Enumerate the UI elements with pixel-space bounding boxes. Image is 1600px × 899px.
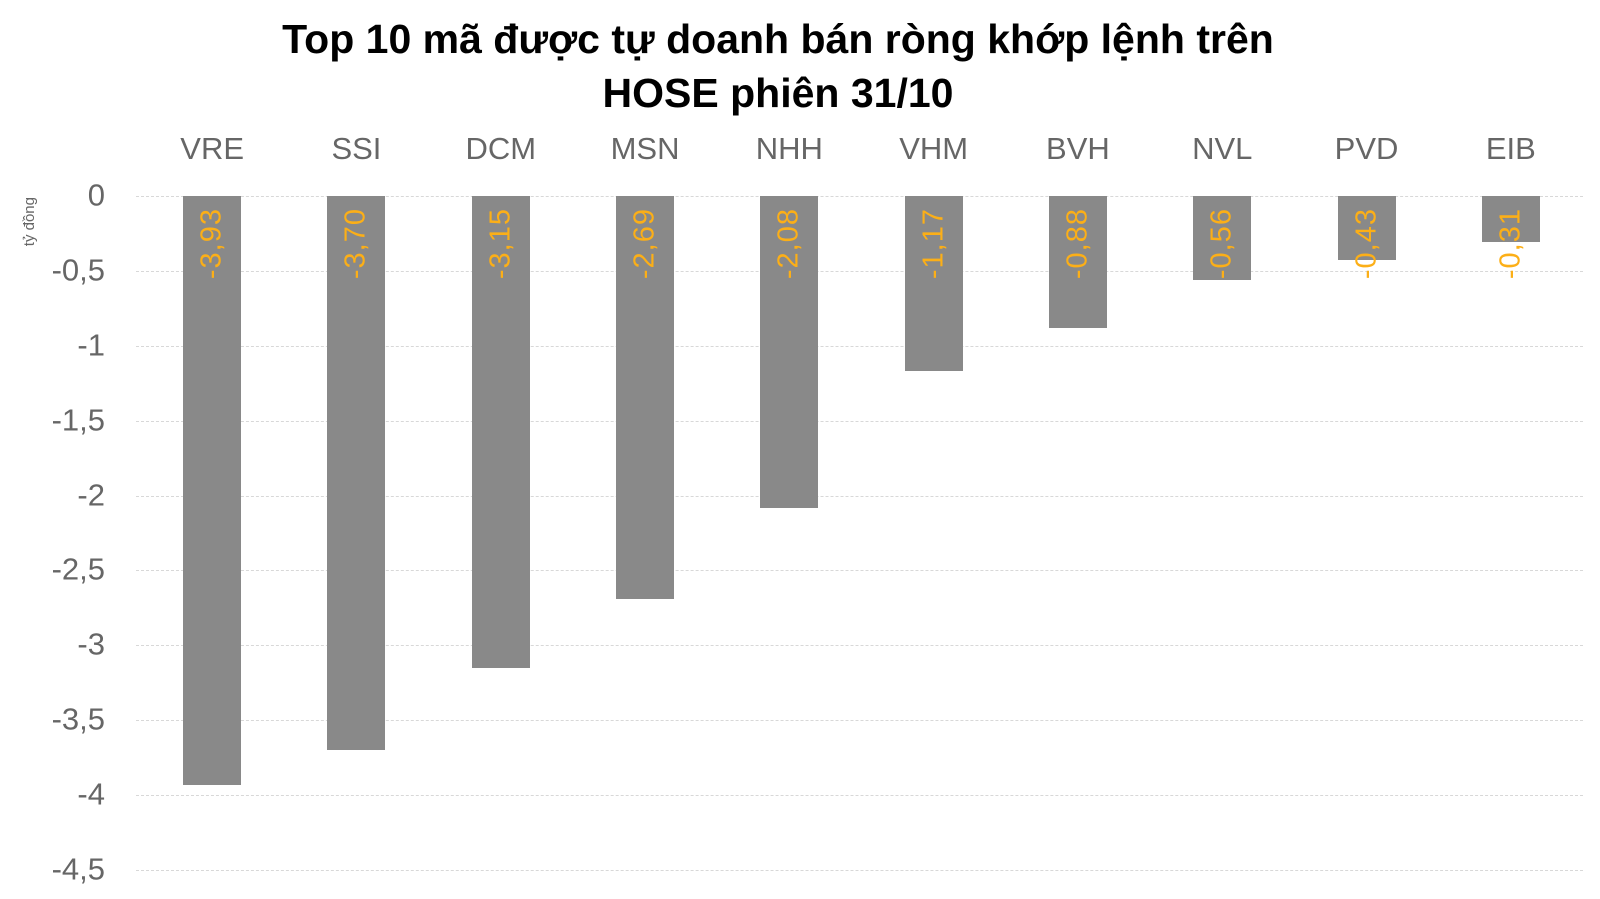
y-tick-label: -1,5 bbox=[51, 401, 105, 437]
gridline bbox=[136, 645, 1583, 647]
bar-ssi: -3,70 bbox=[327, 196, 386, 751]
gridline bbox=[136, 720, 1583, 722]
bar-value-label: -2,69 bbox=[628, 208, 661, 280]
plot-area: -3,93 -3,70 -3,15 -2,69 -2,08 -1,17 -0,88 -0,56… bbox=[136, 196, 1583, 871]
bar-value-label: -0,88 bbox=[1061, 208, 1094, 280]
bar-vhm: -1,17 bbox=[904, 196, 963, 372]
category-label-ssi: SSI bbox=[331, 131, 382, 166]
chart-title-line1: Top 10 mã được tự doanh bán ròng khớp lệ… bbox=[282, 16, 1274, 62]
category-label-bvh: BVH bbox=[1046, 131, 1110, 166]
category-label-vhm: VHM bbox=[899, 131, 969, 166]
bar-dcm: -3,15 bbox=[471, 196, 530, 668]
y-tick-label: -1 bbox=[77, 327, 105, 363]
gridline bbox=[136, 795, 1583, 797]
y-tick-label: 0 bbox=[87, 177, 105, 213]
bar-value-label: -0,31 bbox=[1494, 208, 1527, 280]
category-label-msn: MSN bbox=[610, 131, 680, 166]
bar-msn: -2,69 bbox=[616, 196, 675, 599]
bar-value-label: -0,56 bbox=[1205, 208, 1238, 280]
y-tick-label: -3,5 bbox=[51, 701, 105, 737]
bar-value-label: -3,70 bbox=[339, 208, 372, 280]
bar-bvh: -0,88 bbox=[1048, 196, 1107, 328]
y-tick-label: -0,5 bbox=[51, 252, 105, 288]
category-label-nhh: NHH bbox=[755, 131, 823, 166]
gridline bbox=[136, 270, 1583, 272]
category-label-eib: EIB bbox=[1485, 131, 1536, 166]
y-tick-label: -4 bbox=[77, 776, 105, 812]
bar-nvl: -0,56 bbox=[1193, 196, 1252, 280]
y-tick-label: -4,5 bbox=[51, 851, 105, 887]
chart-title-line2: HOSE phiên 31/10 bbox=[602, 70, 954, 117]
bar-pvd: -0,43 bbox=[1337, 196, 1396, 279]
chart-title: Top 10 mã được tự doanh bán ròng khớp lệ… bbox=[0, 12, 1556, 120]
y-tick-label: -3 bbox=[77, 626, 105, 662]
bar-eib: -0,31 bbox=[1481, 196, 1540, 279]
category-label-dcm: DCM bbox=[465, 131, 537, 166]
gridline bbox=[136, 570, 1583, 572]
gridline bbox=[136, 196, 1583, 197]
bar-value-label: -0,43 bbox=[1350, 208, 1383, 280]
category-label-nvl: NVL bbox=[1192, 131, 1253, 166]
bar-value-label: -3,15 bbox=[484, 208, 517, 280]
bar-value-label: -3,93 bbox=[195, 208, 228, 280]
gridline bbox=[136, 870, 1583, 871]
category-labels-row: VRE SSI DCM MSN NHH VHM BVH NVL PVD EIB bbox=[140, 131, 1583, 169]
bar-value-label: -1,17 bbox=[917, 208, 950, 280]
y-tick-label: -2 bbox=[77, 476, 105, 512]
category-label-vre: VRE bbox=[180, 131, 245, 166]
bar-value-label: -2,08 bbox=[772, 208, 805, 280]
bar-nhh: -2,08 bbox=[760, 196, 819, 508]
y-tick-label: -2,5 bbox=[51, 551, 105, 587]
y-axis-tick-labels: 0 -0,5 -1 -1,5 -2 -2,5 -3 -3,5 -4 -4,5 bbox=[0, 177, 105, 886]
gridline bbox=[136, 420, 1583, 422]
gridline bbox=[136, 495, 1583, 497]
category-label-pvd: PVD bbox=[1334, 131, 1399, 166]
gridline bbox=[136, 345, 1583, 347]
bar-vre: -3,93 bbox=[183, 196, 242, 785]
